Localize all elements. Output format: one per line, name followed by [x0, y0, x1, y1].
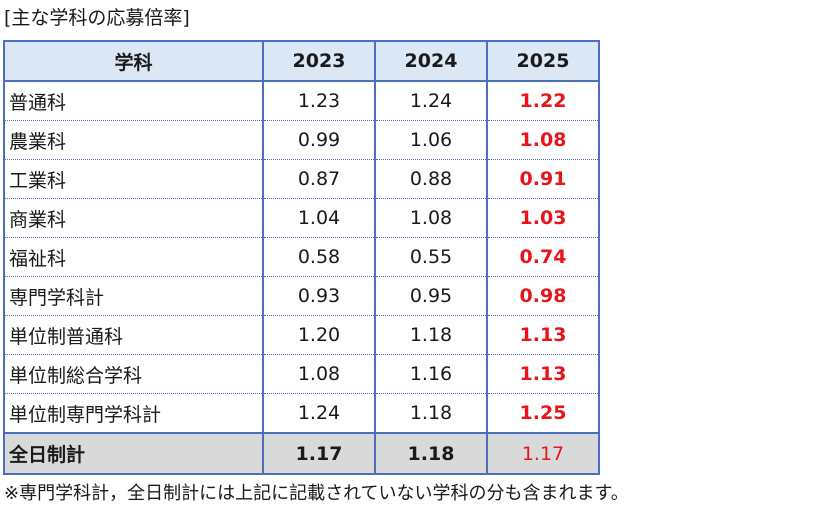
- table-row: 単位制普通科 1.20 1.18 1.13: [3, 315, 600, 355]
- table-row: 商業科 1.04 1.08 1.03: [3, 198, 600, 238]
- row-value-2025: 0.74: [486, 237, 600, 277]
- row-value-2023: 1.04: [262, 198, 376, 238]
- row-value-2023: 1.24: [262, 393, 376, 434]
- row-department-name: 単位制普通科: [3, 315, 264, 355]
- row-value-2024: 1.18: [374, 393, 488, 434]
- row-value-2024: 0.55: [374, 237, 488, 277]
- total-name: 全日制計: [3, 432, 264, 475]
- footnote: ※専門学科計，全日制計には上記に記載されていない学科の分も含まれます。: [4, 483, 629, 504]
- table-caption: [主な学科の応募倍率]: [4, 7, 190, 29]
- row-value-2024: 1.24: [374, 81, 488, 121]
- row-value-2025: 1.13: [486, 315, 600, 355]
- row-value-2024: 1.08: [374, 198, 488, 238]
- application-ratio-table: 学科 2023 2024 2025 普通科 1.23 1.24 1.22 農業科 0.99…: [3, 40, 600, 475]
- row-value-2024: 1.06: [374, 120, 488, 160]
- row-department-name: 農業科: [3, 120, 264, 160]
- row-value-2024: 1.18: [374, 315, 488, 355]
- row-department-name: 単位制専門学科計: [3, 393, 264, 434]
- row-value-2024: 0.95: [374, 276, 488, 316]
- row-value-2023: 1.08: [262, 354, 376, 394]
- total-2023: 1.17: [262, 432, 376, 475]
- row-value-2025: 1.08: [486, 120, 600, 160]
- table-row: 単位制専門学科計 1.24 1.18 1.25: [3, 393, 600, 434]
- row-value-2025: 1.25: [486, 393, 600, 434]
- row-value-2024: 1.16: [374, 354, 488, 394]
- table-row: 普通科 1.23 1.24 1.22: [3, 81, 600, 121]
- header-year-2024: 2024: [374, 40, 488, 82]
- header-row: 学科 2023 2024 2025: [3, 40, 600, 82]
- row-value-2023: 1.20: [262, 315, 376, 355]
- row-department-name: 普通科: [3, 81, 264, 121]
- row-department-name: 専門学科計: [3, 276, 264, 316]
- table-row: 福祉科 0.58 0.55 0.74: [3, 237, 600, 277]
- row-value-2025: 1.22: [486, 81, 600, 121]
- header-year-2025: 2025: [486, 40, 600, 82]
- row-value-2023: 0.93: [262, 276, 376, 316]
- row-value-2025: 0.91: [486, 159, 600, 199]
- table-row: 専門学科計 0.93 0.95 0.98: [3, 276, 600, 316]
- header-year-2023: 2023: [262, 40, 376, 82]
- row-department-name: 工業科: [3, 159, 264, 199]
- total-row: 全日制計 1.17 1.18 1.17: [3, 432, 600, 475]
- row-department-name: 単位制総合学科: [3, 354, 264, 394]
- row-value-2025: 1.13: [486, 354, 600, 394]
- row-value-2025: 1.03: [486, 198, 600, 238]
- total-2024: 1.18: [374, 432, 488, 475]
- row-value-2024: 0.88: [374, 159, 488, 199]
- row-department-name: 福祉科: [3, 237, 264, 277]
- total-2025: 1.17: [486, 432, 600, 475]
- table-row: 農業科 0.99 1.06 1.08: [3, 120, 600, 160]
- row-value-2023: 1.23: [262, 81, 376, 121]
- table-row: 単位制総合学科 1.08 1.16 1.13: [3, 354, 600, 394]
- row-department-name: 商業科: [3, 198, 264, 238]
- table-row: 工業科 0.87 0.88 0.91: [3, 159, 600, 199]
- header-department: 学科: [3, 40, 264, 82]
- row-value-2023: 0.87: [262, 159, 376, 199]
- row-value-2023: 0.58: [262, 237, 376, 277]
- row-value-2023: 0.99: [262, 120, 376, 160]
- row-value-2025: 0.98: [486, 276, 600, 316]
